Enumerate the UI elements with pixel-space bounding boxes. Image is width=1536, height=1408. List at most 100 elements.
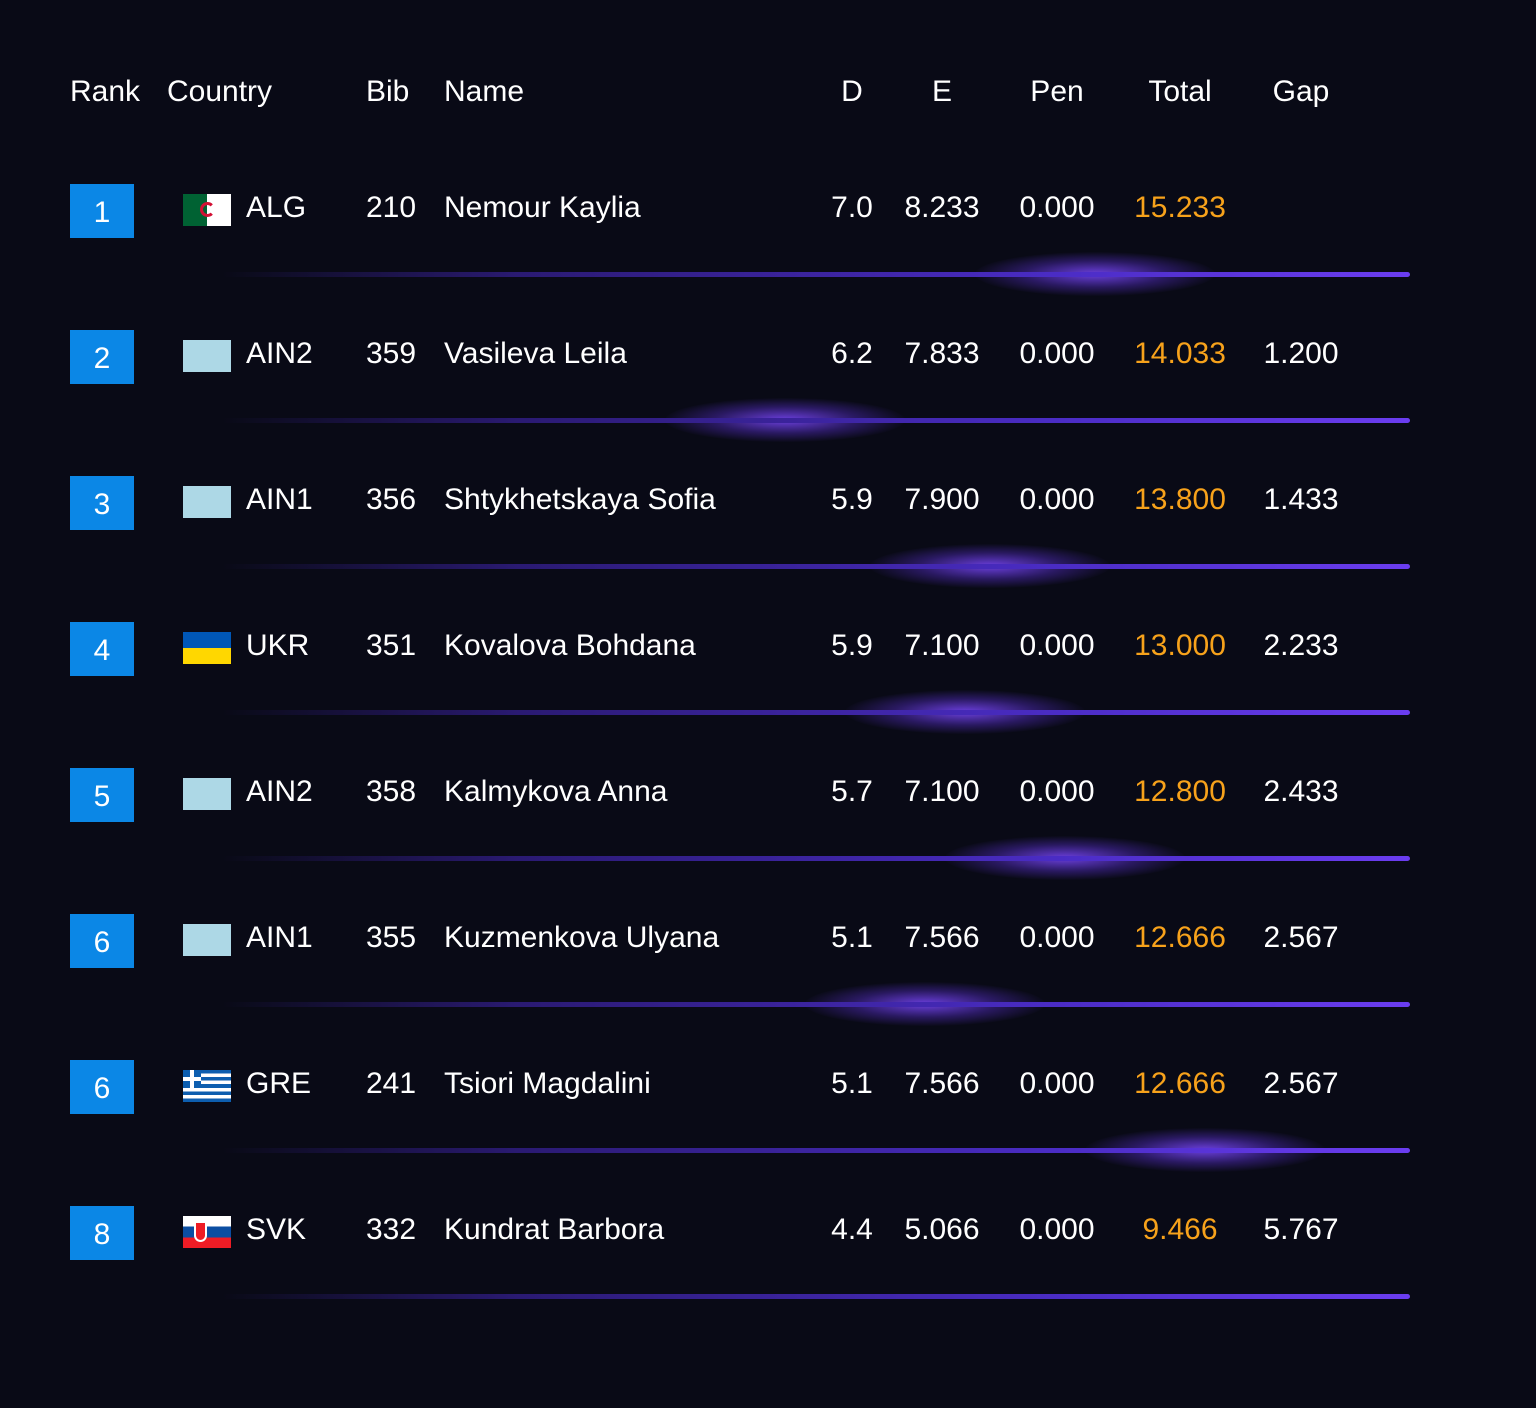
row-separator	[222, 1148, 1410, 1153]
gap-value: 2.233	[1263, 629, 1339, 662]
ukraine-flag	[183, 632, 231, 664]
athlete-name: Vasileva Leila	[444, 337, 627, 370]
table-row: 6 AIN1 355 Kuzmenkova Ulyana 5.1 7.566 0.000 12…	[0, 898, 1536, 1044]
athlete-name: Kuzmenkova Ulyana	[444, 921, 720, 954]
gap-value: 2.433	[1263, 775, 1339, 808]
penalty: 0.000	[1019, 1213, 1095, 1246]
ain-flag	[183, 778, 231, 810]
rank-badge: 1	[70, 184, 134, 238]
table-row: 3 AIN1 356 Shtykhetskaya Sofia 5.9 7.900 0.000…	[0, 460, 1536, 606]
gap-value: 5.767	[1263, 1213, 1339, 1246]
header-name: Name	[444, 75, 525, 108]
total-score: 14.033	[1134, 337, 1226, 370]
header-bib: Bib	[366, 75, 410, 108]
row-separator	[222, 710, 1410, 715]
ain-flag	[183, 486, 231, 518]
gap-value: 1.433	[1263, 483, 1339, 516]
athlete-name: Nemour Kaylia	[444, 191, 641, 224]
country-code: AIN2	[246, 775, 313, 808]
rank-badge: 2	[70, 330, 134, 384]
d-score: 5.1	[831, 921, 873, 954]
country-code: UKR	[246, 629, 310, 662]
d-score: 4.4	[831, 1213, 873, 1246]
d-score: 5.1	[831, 1067, 873, 1100]
d-score: 5.7	[831, 775, 873, 808]
e-score: 5.066	[904, 1213, 980, 1246]
penalty: 0.000	[1019, 775, 1095, 808]
table-row: 8 SVK 332 Kundrat Barbora 4.4 5.066 0.000 9.466…	[0, 1190, 1536, 1336]
country-code: AIN1	[246, 921, 313, 954]
total-score: 9.466	[1142, 1213, 1218, 1246]
header-total: Total	[1148, 75, 1212, 108]
rank-badge: 4	[70, 622, 134, 676]
penalty: 0.000	[1019, 483, 1095, 516]
header-pen: Pen	[1030, 75, 1084, 108]
bib-number: 332	[366, 1213, 417, 1246]
bib-number: 241	[366, 1067, 417, 1100]
country-code: AIN1	[246, 483, 313, 516]
gap-value: 2.567	[1263, 921, 1339, 954]
ain-flag	[183, 924, 231, 956]
country-code: GRE	[246, 1067, 312, 1100]
total-score: 13.800	[1134, 483, 1226, 516]
gap-value: 2.567	[1263, 1067, 1339, 1100]
total-score: 12.666	[1134, 1067, 1226, 1100]
greece-flag	[183, 1070, 231, 1102]
bib-number: 359	[366, 337, 417, 370]
e-score: 8.233	[904, 191, 980, 224]
penalty: 0.000	[1019, 191, 1095, 224]
country-code: SVK	[246, 1213, 307, 1246]
row-separator	[222, 1002, 1410, 1007]
total-score: 15.233	[1134, 191, 1226, 224]
d-score: 5.9	[831, 629, 873, 662]
gap-value: 1.200	[1263, 337, 1339, 370]
bib-number: 355	[366, 921, 417, 954]
athlete-name: Kundrat Barbora	[444, 1213, 665, 1246]
table-row: 5 AIN2 358 Kalmykova Anna 5.7 7.100 0.000 12.80…	[0, 752, 1536, 898]
table-row: 4 UKR 351 Kovalova Bohdana 5.9 7.100 0.000 13.0…	[0, 606, 1536, 752]
slovakia-flag	[183, 1216, 231, 1248]
country-code: ALG	[246, 191, 307, 224]
d-score: 7.0	[831, 191, 873, 224]
table-header: Rank Country Bib Name D E Pen Total Gap	[0, 70, 1536, 114]
algeria-flag	[183, 194, 231, 226]
penalty: 0.000	[1019, 629, 1095, 662]
bib-number: 210	[366, 191, 417, 224]
e-score: 7.900	[904, 483, 980, 516]
e-score: 7.566	[904, 1067, 980, 1100]
bib-number: 351	[366, 629, 417, 662]
row-separator	[222, 418, 1410, 423]
athlete-name: Kalmykova Anna	[444, 775, 668, 808]
rank-badge: 5	[70, 768, 134, 822]
rank-badge: 3	[70, 476, 134, 530]
e-score: 7.100	[904, 629, 980, 662]
e-score: 7.833	[904, 337, 980, 370]
country-code: AIN2	[246, 337, 313, 370]
total-score: 12.800	[1134, 775, 1226, 808]
header-e: E	[931, 75, 953, 108]
rank-badge: 8	[70, 1206, 134, 1260]
header-d: D	[841, 75, 863, 108]
penalty: 0.000	[1019, 921, 1095, 954]
rank-badge: 6	[70, 1060, 134, 1114]
total-score: 13.000	[1134, 629, 1226, 662]
row-separator	[222, 856, 1410, 861]
d-score: 5.9	[831, 483, 873, 516]
athlete-name: Shtykhetskaya Sofia	[444, 483, 716, 516]
table-row: 1 ALG 210 Nemour Kaylia 7.0 8.233 0.000 15.233	[0, 168, 1536, 314]
athlete-name: Tsiori Magdalini	[444, 1067, 651, 1100]
row-separator	[222, 564, 1410, 569]
table-row: 2 AIN2 359 Vasileva Leila 6.2 7.833 0.000 14.03…	[0, 314, 1536, 460]
row-separator	[222, 1294, 1410, 1299]
header-country: Country	[167, 75, 273, 108]
bib-number: 356	[366, 483, 417, 516]
row-separator	[222, 272, 1410, 277]
table-row: 6 GRE 241 Tsiori Magdalini 5.1 7.566 0.000 12.6…	[0, 1044, 1536, 1190]
header-gap: Gap	[1272, 75, 1330, 108]
rank-badge: 6	[70, 914, 134, 968]
e-score: 7.100	[904, 775, 980, 808]
header-rank: Rank	[70, 75, 141, 108]
athlete-name: Kovalova Bohdana	[444, 629, 696, 662]
penalty: 0.000	[1019, 337, 1095, 370]
